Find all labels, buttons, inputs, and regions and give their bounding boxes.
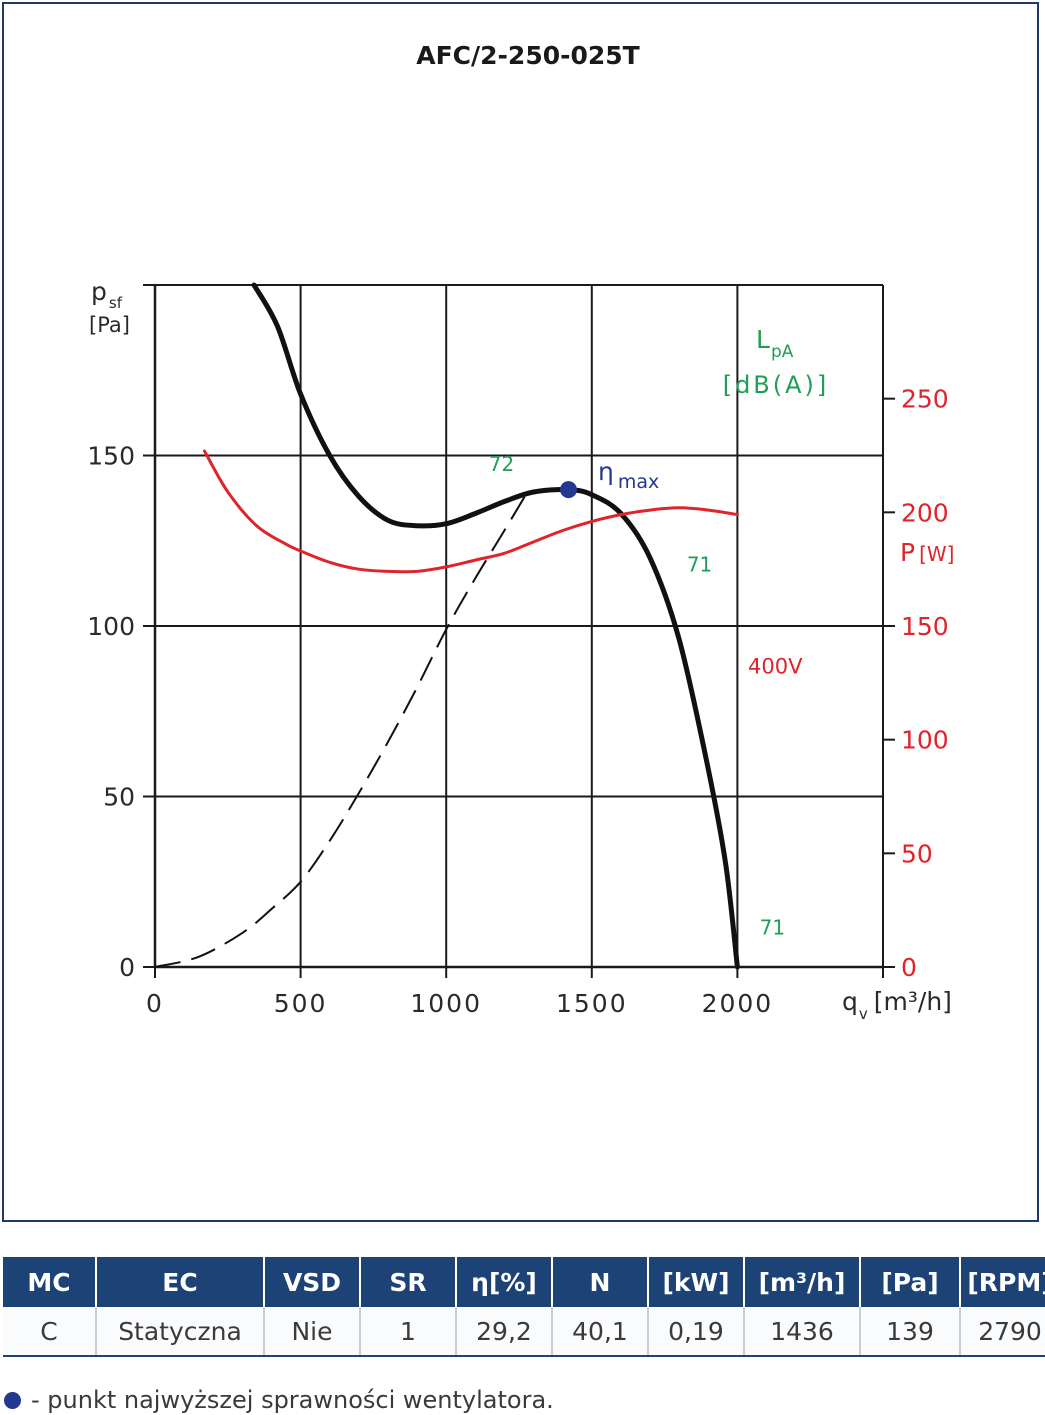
- table-cell: 1: [359, 1307, 456, 1357]
- footnote-text: - punkt najwyższej sprawności wentylator…: [31, 1386, 554, 1414]
- table-header-cell: VSD: [263, 1257, 360, 1307]
- table-header-cell: N: [551, 1257, 648, 1307]
- table-header-cell: η[%]: [455, 1257, 552, 1307]
- table-header-cell: MC: [3, 1257, 96, 1307]
- y-left-tick-label: 0: [119, 953, 135, 982]
- table-cell: 40,1: [551, 1307, 648, 1357]
- table-header-cell: [RPM]: [959, 1257, 1045, 1307]
- axes: [143, 284, 895, 978]
- annotation-label: 71: [760, 916, 785, 940]
- x-axis-label-sub: v: [859, 1005, 868, 1023]
- table-header-cell: EC: [95, 1257, 264, 1307]
- annotation-label: 72: [489, 452, 514, 476]
- table-cell: 29,2: [455, 1307, 552, 1357]
- table-header-cell: [Pa]: [859, 1257, 960, 1307]
- x-tick-label: 0: [146, 989, 164, 1018]
- x-tick-label: 1500: [556, 989, 628, 1018]
- eta-max-dot-icon: [4, 1391, 21, 1409]
- y-left-tick-label: 50: [103, 783, 135, 812]
- table-cell: 0,19: [647, 1307, 744, 1357]
- eta-max-label-sub: max: [618, 471, 659, 493]
- y-right-tick-label: 200: [901, 498, 949, 527]
- sound-level-label: LpA: [756, 325, 794, 362]
- eta-max-point: [560, 481, 578, 499]
- table-cell: 1436: [743, 1307, 860, 1357]
- table-row: C Statyczna Nie 1 29,2 40,1 0,19 1436 139 2790: [3, 1307, 1045, 1357]
- table-header-cell: SR: [359, 1257, 456, 1307]
- y-left-axis-label: p sf: [91, 277, 123, 312]
- chart-frame: [2, 2, 1039, 1222]
- table-body: C Statyczna Nie 1 29,2 40,1 0,19 1436 139 2790: [3, 1307, 1045, 1357]
- system-curve-curve: [154, 495, 526, 968]
- spec-table: MC EC VSD SR η[%] N [kW] [m³/h] [Pa] [RPM] C Staty…: [3, 1257, 1045, 1357]
- footnote: - punkt najwyższej sprawności wentylator…: [4, 1386, 554, 1414]
- x-tick-label: 500: [274, 989, 328, 1018]
- y-left-tick-label: 150: [87, 442, 135, 471]
- y-right-tick-label: 250: [901, 385, 949, 414]
- annotation-label: 400V: [748, 655, 803, 679]
- y-left-axis-label-sub: sf: [109, 294, 123, 312]
- table-header-row: MC EC VSD SR η[%] N [kW] [m³/h] [Pa] [RPM]: [3, 1257, 1045, 1307]
- x-tick-label: 1000: [410, 989, 482, 1018]
- y-left-axis-unit: [Pa]: [89, 313, 130, 337]
- x-tick-label: 2000: [702, 989, 774, 1018]
- y-right-tick-label: 100: [901, 726, 949, 755]
- eta-max-label: η max: [598, 457, 659, 493]
- series: [154, 282, 740, 970]
- sound-level-label-sub: pA: [771, 342, 794, 362]
- y-right-axis-label: P [W]: [900, 538, 954, 567]
- y-right-axis-unit: [W]: [919, 542, 954, 566]
- y-right-tick-label: 150: [901, 612, 949, 641]
- table-header-cell: [kW]: [647, 1257, 744, 1307]
- y-left-tick-label: 100: [87, 612, 135, 641]
- table-cell: Nie: [263, 1307, 360, 1357]
- x-axis-label: qv [m³/h]: [842, 987, 952, 1023]
- power-curve: [203, 449, 739, 574]
- y-right-tick-label: 50: [901, 839, 933, 868]
- y-right-tick-label: 0: [901, 953, 917, 982]
- chart-title: AFC/2-250-025T: [416, 41, 639, 70]
- table-header-cell: [m³/h]: [743, 1257, 860, 1307]
- table-cell: C: [3, 1307, 96, 1357]
- annotation-label: 71: [687, 552, 712, 576]
- table-cell: 2790: [959, 1307, 1045, 1357]
- x-axis-unit: [m³/h]: [874, 987, 952, 1016]
- sound-level-unit: [dB(A)]: [723, 371, 830, 399]
- pressure-curve: [251, 282, 740, 970]
- table-cell: 139: [859, 1307, 960, 1357]
- table-cell: Statyczna: [95, 1307, 264, 1357]
